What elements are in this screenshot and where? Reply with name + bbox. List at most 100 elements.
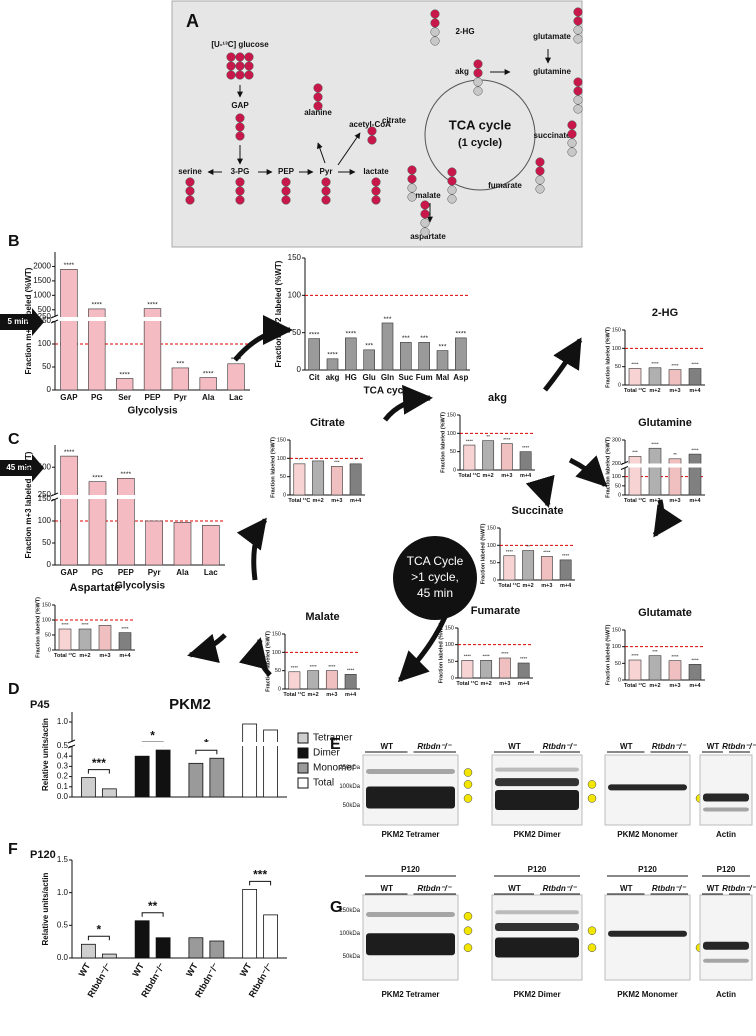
- atom: [313, 83, 323, 93]
- x-axis-label: TCA cycle: [364, 386, 412, 397]
- bar: [480, 660, 493, 679]
- significance: ****: [121, 626, 128, 631]
- bar: [88, 481, 107, 566]
- bar: [345, 337, 357, 371]
- y-tick-label: 50: [615, 364, 621, 370]
- y-tick-label: 0: [278, 686, 281, 692]
- blot-age-label: P120: [528, 865, 547, 874]
- panel-letter: D: [8, 681, 20, 698]
- atom: [447, 185, 457, 195]
- blot-band: [703, 941, 749, 950]
- legend-swatch: [297, 777, 309, 789]
- node-label: lactate: [363, 167, 389, 176]
- legend-swatch: [297, 762, 309, 774]
- marker-label: 100kDa: [339, 784, 360, 790]
- bar: [188, 937, 204, 959]
- significance: ***: [632, 450, 638, 455]
- significance: **: [486, 434, 490, 439]
- center-text: TCA Cycle: [407, 554, 464, 568]
- significance: ****: [456, 331, 467, 338]
- bar: [134, 920, 150, 959]
- x-tick-label: Total ¹³C: [283, 691, 305, 698]
- y-tick-label: 50: [42, 538, 51, 547]
- x-tick-label: m+2: [308, 692, 319, 698]
- y-axis-label: Fraction labeled (%WT): [438, 622, 444, 683]
- x-tick-label: m+3: [499, 681, 510, 687]
- chart-title: Malate: [305, 611, 339, 623]
- y-tick-label: 1.0: [57, 888, 69, 897]
- y-tick-label: 1000: [33, 290, 51, 299]
- y-tick-label: 150: [612, 327, 621, 333]
- x-tick-label: m+4: [560, 583, 572, 589]
- bar: [344, 674, 357, 690]
- significance: ****: [61, 622, 68, 627]
- axis-break: [67, 739, 76, 744]
- significance: ****: [466, 438, 473, 443]
- x-tick-label: WT: [184, 961, 200, 979]
- blot-band: [366, 933, 455, 956]
- blot-band: [703, 958, 749, 963]
- blot-lane-label: WT: [508, 742, 521, 751]
- y-tick-label: 50: [450, 449, 456, 455]
- significance: ***: [652, 649, 658, 654]
- atom: [573, 104, 583, 114]
- x-tick-label: Suc: [398, 373, 413, 382]
- x-tick-label: m+4: [689, 683, 701, 689]
- panel-letter: F: [8, 841, 18, 858]
- node-label: akg: [455, 67, 469, 76]
- y-axis-label: Fraction labeled (%WT): [605, 327, 611, 388]
- blot-band: [495, 790, 579, 810]
- bar: [668, 458, 682, 496]
- blot-lane-label: Rtbdn⁻/⁻: [722, 742, 756, 751]
- significance: **: [673, 452, 677, 457]
- y-tick-label: 0: [451, 675, 454, 681]
- chart-title: Aspartate: [70, 582, 121, 594]
- oligomer-icon: [463, 794, 473, 803]
- atom: [371, 177, 381, 187]
- time-label: 45 min: [6, 463, 31, 472]
- atom: [573, 95, 583, 105]
- legend-label: Dimer: [313, 748, 340, 759]
- blot-name: Actin: [716, 990, 736, 999]
- significance: ****: [121, 471, 132, 478]
- blot-band: [495, 767, 579, 772]
- bar: [688, 664, 702, 681]
- x-tick-label: Total ¹³C: [54, 652, 76, 659]
- bar: [517, 662, 530, 679]
- bar: [349, 463, 362, 496]
- atom: [226, 70, 236, 80]
- y-tick-label: 100: [38, 339, 52, 348]
- y-tick-label: 0.3: [57, 762, 69, 771]
- oligomer-icon: [463, 780, 473, 789]
- x-tick-label: PEP: [144, 393, 161, 402]
- bar: [668, 660, 682, 681]
- significance: ****: [506, 549, 513, 554]
- legend-label: Tetramer: [313, 733, 353, 744]
- x-tick-label: m+2: [649, 498, 660, 504]
- y-tick-label: 150: [612, 627, 621, 633]
- bar: [134, 755, 150, 798]
- y-tick-label: 50: [42, 362, 51, 371]
- blot: [699, 754, 753, 826]
- bar: [461, 660, 474, 679]
- blot-lane-label: WT: [620, 742, 633, 751]
- bar: [199, 377, 217, 391]
- bar: [101, 788, 117, 798]
- significance: ****: [327, 352, 338, 359]
- x-tick-label: Pyr: [174, 393, 187, 402]
- x-tick-label: Pyr: [148, 568, 161, 577]
- bar: [418, 342, 430, 371]
- chart-subtitle: P120: [30, 849, 56, 861]
- atom: [281, 195, 291, 205]
- atom: [407, 192, 417, 202]
- panel-letter: C: [8, 431, 20, 448]
- legend-label: Total: [313, 778, 334, 789]
- node-label: citrate: [382, 116, 407, 125]
- significance: ****: [92, 474, 103, 481]
- bar: [648, 367, 662, 386]
- blot-name: PKM2 Tetramer: [381, 830, 439, 839]
- atom: [447, 194, 457, 204]
- node-label: alanine: [304, 108, 332, 117]
- y-tick-label: 100: [612, 346, 621, 352]
